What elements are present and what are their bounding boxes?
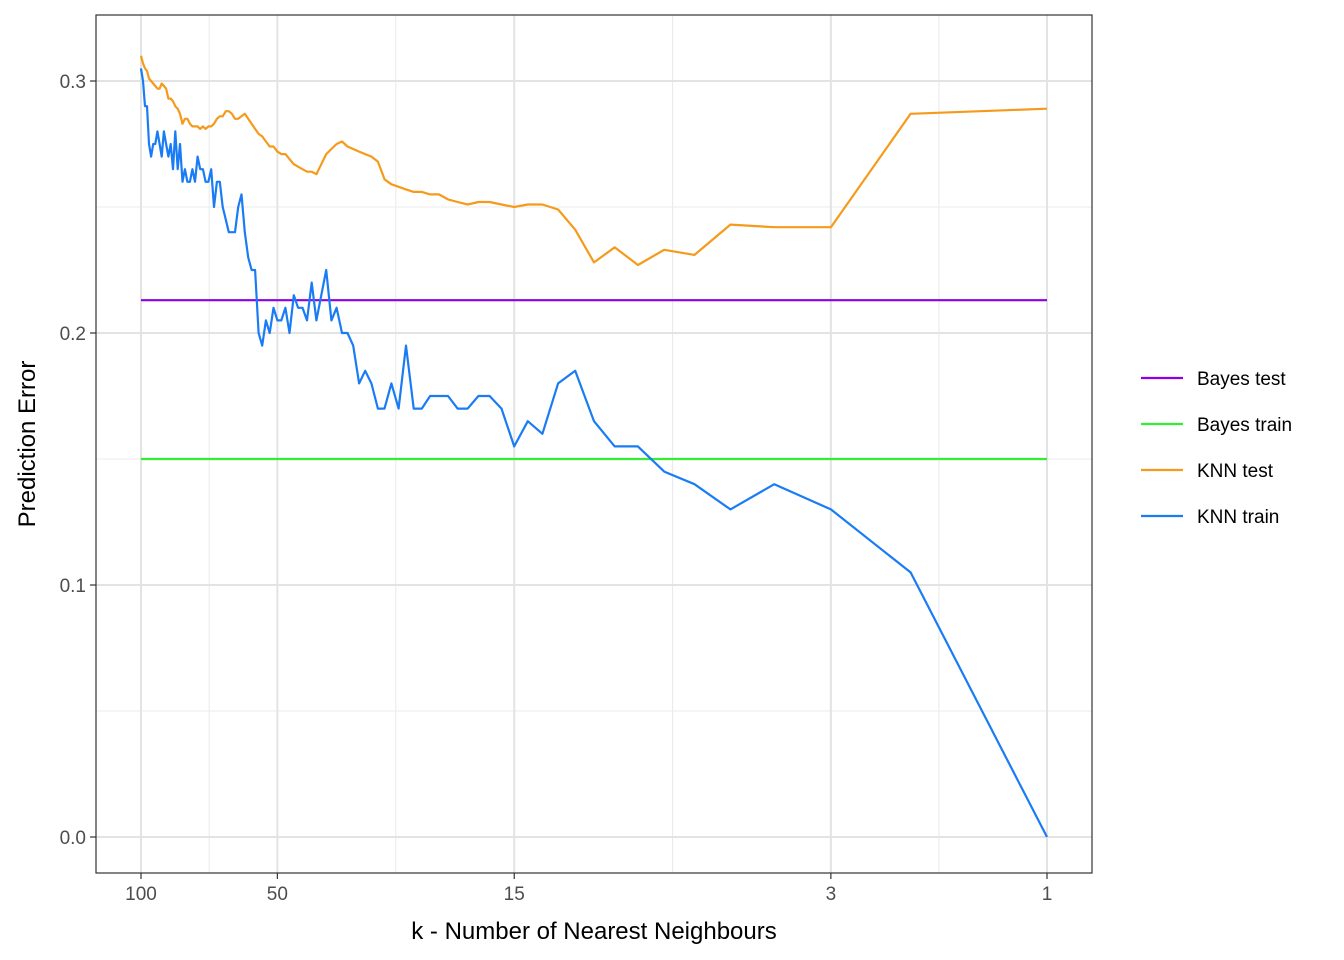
major-grid xyxy=(96,15,1092,873)
legend-label-knn-train: KNN train xyxy=(1197,507,1279,528)
y-tick-label: 0.0 xyxy=(60,828,86,849)
plot-panel-border xyxy=(95,14,1093,874)
y-tick-label: 0.2 xyxy=(60,324,86,345)
plot-background xyxy=(96,15,1092,873)
legend: Bayes test Bayes train KNN test KNN train xyxy=(1141,369,1292,528)
x-tick-label: 50 xyxy=(267,884,288,905)
series-line-knn-test xyxy=(139,55,1048,267)
series-line-knn-train xyxy=(139,68,1048,838)
x-tick-label: 100 xyxy=(125,884,157,905)
legend-label-knn-test: KNN test xyxy=(1197,461,1274,482)
legend-label-bayes-train: Bayes train xyxy=(1197,415,1292,436)
x-tick-label: 15 xyxy=(504,884,525,905)
y-axis: 0.0 0.1 0.2 0.3 xyxy=(60,72,96,849)
x-axis: 100 50 15 3 1 xyxy=(125,873,1052,905)
series-layer xyxy=(139,55,1048,838)
legend-label-bayes-test: Bayes test xyxy=(1197,369,1286,390)
x-axis-title: k - Number of Nearest Neighbours xyxy=(411,918,776,945)
y-tick-label: 0.1 xyxy=(60,576,86,597)
y-tick-label: 0.3 xyxy=(60,72,86,93)
y-axis-title: Prediction Error xyxy=(14,361,41,528)
x-tick-label: 1 xyxy=(1042,884,1053,905)
x-tick-label: 3 xyxy=(826,884,837,905)
